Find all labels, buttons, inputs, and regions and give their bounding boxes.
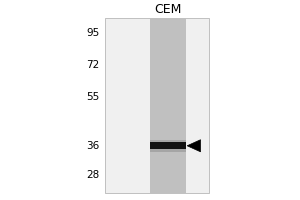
- Bar: [150, 18, 186, 193]
- Text: 95: 95: [86, 28, 100, 38]
- FancyBboxPatch shape: [105, 18, 209, 193]
- Bar: [150, 140, 186, 152]
- Bar: [150, 142, 186, 149]
- Text: 72: 72: [86, 60, 100, 70]
- Text: CEM: CEM: [154, 3, 182, 16]
- Polygon shape: [187, 140, 200, 152]
- Text: 55: 55: [86, 92, 100, 102]
- Text: 28: 28: [86, 170, 100, 180]
- Text: 36: 36: [86, 141, 100, 151]
